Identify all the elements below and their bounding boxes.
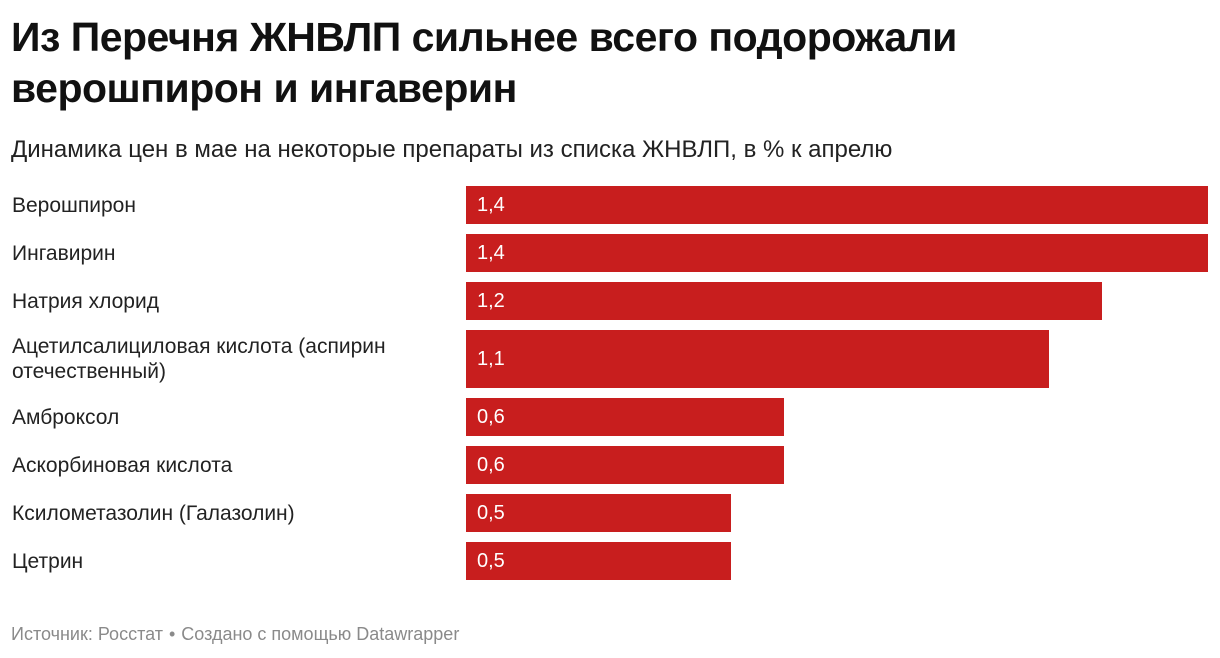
bar-row: Верошпирон 1,4 — [0, 186, 1220, 224]
bar-row: Ингавирин 1,4 — [0, 234, 1220, 272]
category-label: Ксилометазолин (Галазолин) — [12, 501, 295, 525]
category-label: Ацетилсалициловая кислота (аспирин отече… — [12, 335, 386, 383]
chart-subtitle: Динамика цен в мае на некоторые препарат… — [11, 136, 893, 163]
bar — [466, 330, 1049, 388]
bar — [466, 398, 784, 436]
bar-chart: Верошпирон 1,4 Ингавирин 1,4 Натрия хлорид 1,… — [0, 186, 1220, 586]
bar-row: Натрия хлорид 1,2 — [0, 282, 1220, 320]
value-label: 0,6 — [477, 453, 505, 476]
value-label: 1,2 — [477, 289, 505, 312]
bar-row: Ацетилсалициловая кислота (аспирин отече… — [0, 330, 1220, 388]
category-label: Натрия хлорид — [12, 289, 159, 313]
category-label: Амброксол — [12, 405, 120, 429]
bar-row: Аскорбиновая кислота 0,6 — [0, 446, 1220, 484]
bar — [466, 234, 1208, 272]
bar — [466, 446, 784, 484]
bar-row: Цетрин 0,5 — [0, 542, 1220, 580]
category-label: Верошпирон — [12, 193, 136, 217]
value-label: 1,4 — [477, 241, 505, 264]
credit-note: Создано с помощью Datawrapper — [181, 624, 460, 644]
value-label: 1,1 — [477, 347, 505, 370]
category-label: Аскорбиновая кислота — [12, 453, 233, 477]
footer-separator: • — [168, 624, 176, 644]
source-note: Источник: Росстат — [11, 624, 163, 644]
category-label: Ингавирин — [12, 241, 116, 265]
bar-row: Амброксол 0,6 — [0, 398, 1220, 436]
chart-footer: Источник: Росстат • Создано с помощью Data… — [11, 622, 459, 646]
category-label: Цетрин — [12, 549, 84, 573]
chart-title: Из Перечня ЖНВЛП сильнее всего подорожал… — [11, 14, 957, 111]
bar — [466, 542, 731, 580]
value-label: 0,6 — [477, 405, 505, 428]
value-label: 0,5 — [477, 501, 505, 524]
bar — [466, 494, 731, 532]
bar-row: Ксилометазолин (Галазолин) 0,5 — [0, 494, 1220, 532]
bar — [466, 186, 1208, 224]
value-label: 0,5 — [477, 549, 505, 572]
bar — [466, 282, 1102, 320]
value-label: 1,4 — [477, 193, 505, 216]
